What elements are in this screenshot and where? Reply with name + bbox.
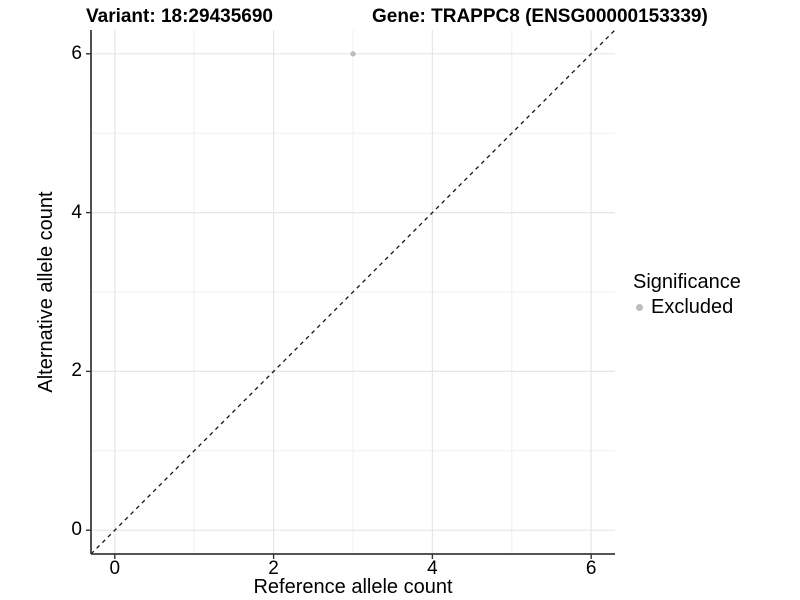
x-tick-label: 6 <box>585 558 597 579</box>
legend-item-label: Excluded <box>651 296 734 318</box>
plot-panel <box>86 29 616 559</box>
legend-item: Excluded <box>631 295 741 319</box>
data-point <box>350 51 356 57</box>
x-axis-title: Reference allele count <box>253 576 453 598</box>
y-tick-label: 6 <box>71 42 82 64</box>
plot-title-variant: Variant: 18:29435690 <box>86 6 273 27</box>
y-tick-label: 2 <box>71 360 82 382</box>
scatter-plot-canvas <box>86 29 616 559</box>
identity-reference-line <box>90 29 616 555</box>
x-tick-label: 4 <box>427 558 438 579</box>
plot-title-gene: Gene: TRAPPC8 (ENSG00000153339) <box>372 6 708 27</box>
legend-title: Significance <box>633 271 741 293</box>
x-tick-label: 0 <box>109 558 121 579</box>
y-tick-label: 4 <box>71 201 82 223</box>
y-tick-label: 0 <box>71 519 82 541</box>
x-tick-label: 2 <box>268 558 279 579</box>
y-axis-title: Alternative allele count <box>35 191 57 393</box>
legend-point-icon <box>636 303 643 311</box>
legend: Significance Excluded <box>631 270 741 319</box>
legend-items: Excluded <box>631 295 741 319</box>
